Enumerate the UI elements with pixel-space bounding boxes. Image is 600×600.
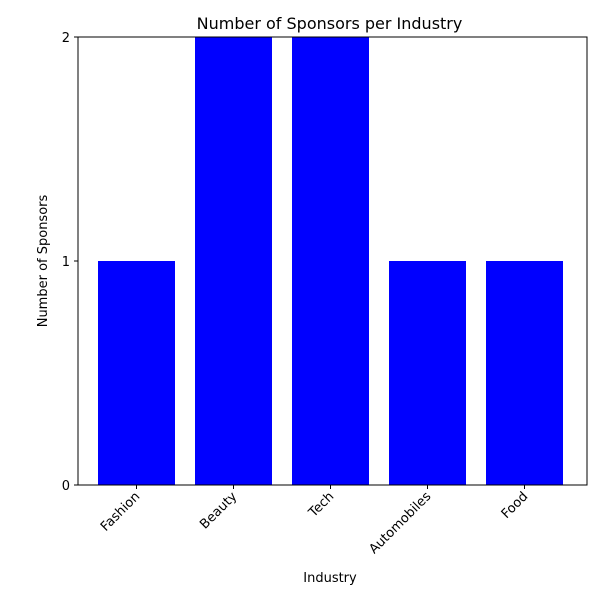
plot-area	[98, 37, 563, 485]
bar-fashion	[98, 261, 175, 485]
bar-food	[486, 261, 563, 485]
y-tick-label: 0	[62, 479, 70, 494]
y-tick-label: 1	[62, 255, 70, 270]
x-axis: Fashion Beauty Tech Automobiles Food	[98, 485, 531, 557]
x-axis-label: Industry	[303, 571, 357, 586]
x-tick-label-tech: Tech	[305, 489, 337, 521]
bar-tech	[292, 37, 369, 485]
bar-beauty	[195, 37, 272, 485]
bar-automobiles	[389, 261, 466, 485]
y-tick-label: 2	[62, 31, 70, 46]
x-tick-label-food: Food	[499, 489, 532, 522]
y-axis: 0 1 2	[62, 31, 78, 494]
x-tick-label-beauty: Beauty	[197, 489, 240, 532]
x-tick-label-fashion: Fashion	[98, 489, 143, 534]
y-axis-label: Number of Sponsors	[36, 194, 51, 327]
x-tick-label-automobiles: Automobiles	[366, 489, 434, 557]
chart-title: Number of Sponsors per Industry	[197, 14, 463, 33]
